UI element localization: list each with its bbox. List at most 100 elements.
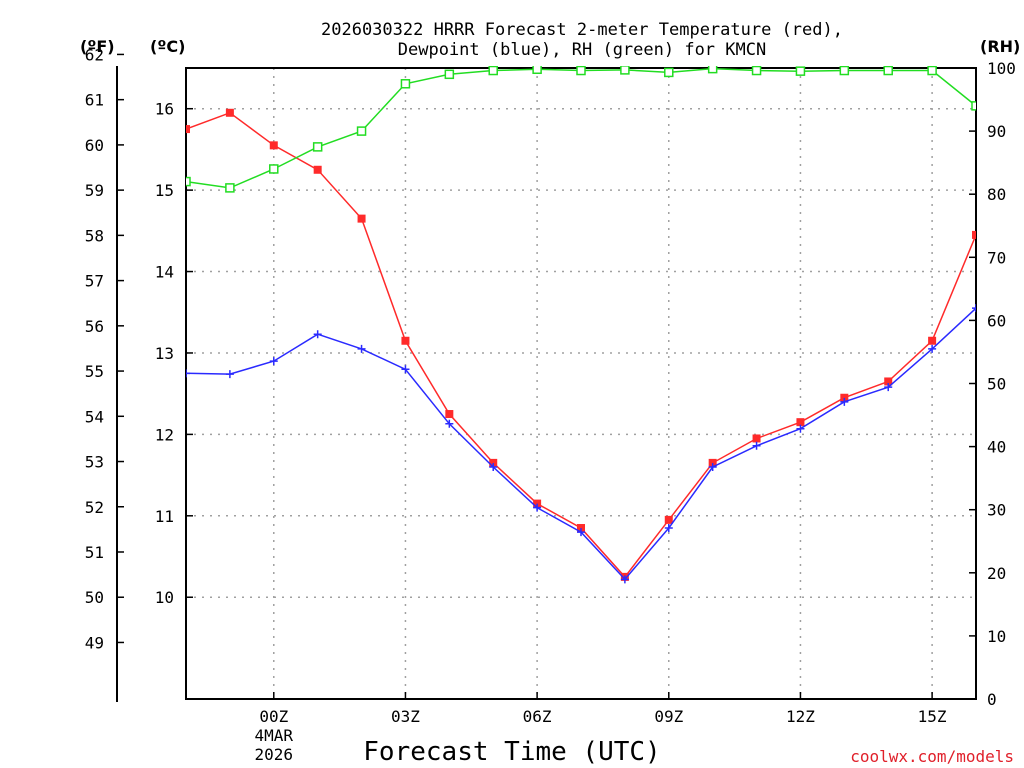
temperature-point-1 xyxy=(313,165,322,174)
rh-point-2 xyxy=(356,126,367,136)
rh-point-10 xyxy=(707,66,718,74)
fahrenheit-tick-label-49: 49 xyxy=(85,633,104,652)
dewpoint-point-13 xyxy=(840,397,849,406)
rh-tick-label-90: 90 xyxy=(987,122,1006,141)
fahrenheit-tick-label-59: 59 xyxy=(85,181,104,200)
rh-line xyxy=(186,67,976,189)
dewpoint-point-5 xyxy=(489,462,498,471)
x-tick-label-12Z: 12Z xyxy=(786,707,815,726)
fahrenheit-unit-label: (ºF) xyxy=(80,37,115,56)
rh-point-9 xyxy=(664,67,674,78)
chart-title-line-1: 2026030322 HRRR Forecast 2-meter Tempera… xyxy=(321,20,843,40)
fahrenheit-tick-label-61: 61 xyxy=(85,91,104,110)
rh-point-1 xyxy=(312,142,323,152)
dewpoint-point-14 xyxy=(884,383,893,392)
temperature-point-10 xyxy=(708,458,717,467)
celsius-unit-label: (ºC) xyxy=(150,37,185,56)
rh-point-8 xyxy=(620,66,630,75)
fahrenheit-tick-label-57: 57 xyxy=(85,272,104,291)
temperature-point-3 xyxy=(401,336,410,345)
rh-tick-label-20: 20 xyxy=(987,564,1006,583)
dewpoint-point-15 xyxy=(928,344,937,353)
temperature-point-15 xyxy=(928,336,937,345)
dewpoint-point-0 xyxy=(269,357,278,366)
temperature-point-13 xyxy=(840,393,849,402)
rh-point-5 xyxy=(488,66,498,76)
dewpoint-point-10 xyxy=(708,462,717,471)
x-tick-year-label: 2026 xyxy=(255,745,294,764)
temperature-point-9 xyxy=(664,515,673,524)
rh-point-12 xyxy=(795,66,806,76)
rh-point-3 xyxy=(400,79,411,89)
rh-unit-label: (RH) xyxy=(980,37,1020,56)
temperature-point--1 xyxy=(225,108,234,117)
dewpoint-point-9 xyxy=(664,524,673,533)
rh-point-11 xyxy=(751,66,762,76)
rh-point-0 xyxy=(269,164,279,174)
credit-link[interactable]: coolwx.com/models xyxy=(850,747,1014,766)
rh-tick-label-60: 60 xyxy=(987,311,1006,330)
fahrenheit-tick-label-55: 55 xyxy=(85,362,104,381)
fahrenheit-tick-label-53: 53 xyxy=(85,453,104,472)
rh-tick-label-80: 80 xyxy=(987,185,1006,204)
temperature-point-2 xyxy=(357,214,366,223)
dewpoint-point-2 xyxy=(357,344,366,353)
rh-point-14 xyxy=(883,66,893,76)
dewpoint-point-1 xyxy=(313,330,322,339)
rh-point-15 xyxy=(927,66,937,76)
x-tick-label-03Z: 03Z xyxy=(391,707,420,726)
temperature-point-4 xyxy=(445,410,454,419)
fahrenheit-tick-label-56: 56 xyxy=(85,317,104,336)
rh-tick-label-100: 100 xyxy=(987,59,1016,78)
fahrenheit-tick-label-54: 54 xyxy=(85,407,104,426)
rh-tick-label-50: 50 xyxy=(987,375,1006,394)
fahrenheit-tick-label-60: 60 xyxy=(85,136,104,155)
celsius-tick-label-10: 10 xyxy=(155,588,174,607)
fahrenheit-tick-label-62: 62 xyxy=(85,45,104,64)
fahrenheit-tick-label-50: 50 xyxy=(85,588,104,607)
temperature-line xyxy=(186,111,976,579)
temperature-point--2 xyxy=(186,125,190,134)
chart-title-line-2: Dewpoint (blue), RH (green) for KMCN xyxy=(398,40,766,60)
data-series xyxy=(186,66,976,584)
temperature-point-11 xyxy=(752,434,761,443)
dewpoint-point--1 xyxy=(225,370,234,379)
dewpoint-point-3 xyxy=(401,365,410,374)
dewpoint-point-11 xyxy=(752,441,761,450)
celsius-tick-label-15: 15 xyxy=(155,181,174,200)
series-group xyxy=(186,66,976,584)
x-tick-label-15Z: 15Z xyxy=(918,707,947,726)
temperature-point-7 xyxy=(577,524,585,533)
dewpoint-point-16 xyxy=(972,304,976,313)
fahrenheit-tick-label-58: 58 xyxy=(85,226,104,245)
celsius-tick-label-14: 14 xyxy=(155,263,174,282)
axes xyxy=(116,53,977,702)
temperature-point-14 xyxy=(884,377,893,386)
celsius-tick-label-16: 16 xyxy=(155,100,174,119)
rh-point--2 xyxy=(186,176,191,187)
rh-point-7 xyxy=(576,66,586,76)
dewpoint-point-6 xyxy=(533,503,542,512)
rh-point-6 xyxy=(532,66,542,75)
celsius-tick-label-12: 12 xyxy=(155,425,174,444)
temperature-point-6 xyxy=(533,499,542,508)
temperature-point-0 xyxy=(269,141,278,150)
rh-point-13 xyxy=(839,66,850,76)
rh-tick-label-10: 10 xyxy=(987,627,1006,646)
x-tick-label-09Z: 09Z xyxy=(654,707,683,726)
rh-point--1 xyxy=(225,183,235,193)
celsius-tick-label-13: 13 xyxy=(155,344,174,363)
dewpoint-line xyxy=(186,307,976,581)
dewpoint-point-12 xyxy=(796,424,805,433)
fahrenheit-tick-label-51: 51 xyxy=(85,543,104,562)
x-tick-label-06Z: 06Z xyxy=(523,707,552,726)
temperature-point-12 xyxy=(796,418,805,427)
rh-tick-label-0: 0 xyxy=(987,690,997,709)
rh-tick-label-70: 70 xyxy=(987,248,1006,267)
temperature-point-5 xyxy=(489,458,498,467)
dewpoint-point-7 xyxy=(577,528,585,537)
rh-point-4 xyxy=(444,69,455,80)
temperature-point-16 xyxy=(972,230,976,239)
fahrenheit-tick-label-52: 52 xyxy=(85,498,104,517)
